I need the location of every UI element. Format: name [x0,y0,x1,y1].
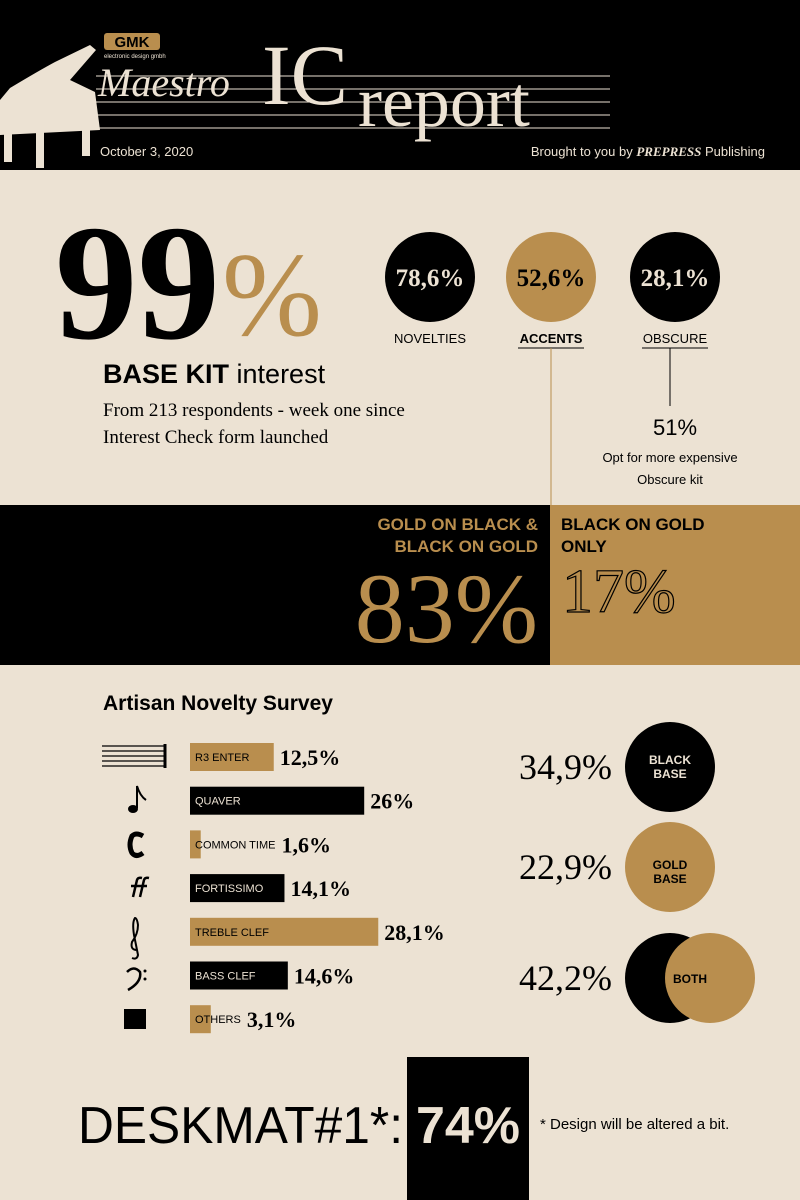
date: October 3, 2020 [100,144,193,159]
obscure-text: Opt for more expensive [602,450,737,465]
headline-unit: % [222,228,322,361]
headline-label-light: interest [237,359,326,389]
title-ic: IC [262,27,348,123]
survey-bar-label: QUAVER [195,796,241,808]
colorway-label: ONLY [561,537,607,556]
circle [385,232,475,322]
survey-bar [190,917,379,946]
circle [506,232,596,322]
survey-bar-label: BASS CLEF [195,971,256,983]
colorway-label: GOLD ON BLACK & [377,515,538,534]
survey-bar-label: R3 ENTER [195,752,249,764]
survey-bar [190,1005,211,1034]
base-circle [625,722,715,812]
base-circle [665,933,755,1023]
circle [630,232,720,322]
logo-box [104,33,160,50]
survey-bar-label: FORTISSIMO [195,883,264,895]
colorway-label: BLACK ON GOLD [394,537,538,556]
colorway-value: 17% [562,558,676,626]
survey-bar-label: TREBLE CLEF [195,927,269,939]
circle-label: NOVELTIES [394,331,466,346]
credit-suffix: Publishing [705,144,765,159]
deskmat-note: * Design will be altered a bit. [540,1116,729,1133]
credit-prefix: Brought to you by [531,144,633,159]
circle-label: OBSCURE [643,331,708,346]
colorway-value: 83% [355,553,538,664]
survey-value: 14,1% [290,876,351,901]
gold-panel [550,505,800,665]
black-panel [0,505,550,665]
survey-title: Artisan Novelty Survey [103,692,333,715]
base-value: 34,9% [519,747,612,787]
headline-number: 99 [55,191,220,374]
survey-bar-label: COMMON TIME [195,839,275,851]
headline-label: BASE KIT interest [103,359,326,389]
colorway-label: BLACK ON GOLD [561,515,705,534]
title-maestro: Maestro [97,60,230,105]
base-label: GOLD [653,858,688,872]
survey-value: 12,5% [280,745,341,770]
survey-bar [190,743,274,771]
survey-bar [190,830,201,859]
deskmat-label: DESKMAT#1*: [78,1097,403,1155]
survey-bar [190,961,288,990]
obscure-text: Obscure kit [637,472,703,487]
staff-lines [96,75,610,129]
base-label: BLACK [649,753,691,767]
base-circle [625,822,715,912]
deskmat-box [407,1057,529,1200]
title-report: report [358,62,530,142]
survey-value: 28,1% [384,920,445,945]
circle-value: 52,6% [517,265,586,292]
piano-silhouette [0,45,100,168]
circle-value: 78,6% [396,265,465,292]
description: Interest Check form launched [103,427,329,448]
circle-label: ACCENTS [520,331,583,346]
base-label: BOTH [673,972,707,986]
icons [102,744,167,1029]
description: From 213 respondents - week one since [103,400,405,421]
logo-subtitle: electronic design gmbh [104,54,166,60]
base-value: 42,2% [519,958,612,998]
survey-bar-label: OTHERS [195,1014,241,1026]
survey-bar [190,874,285,903]
obscure-value: 51% [653,415,697,440]
credit-brand: PREPRESS [636,144,701,159]
circle-value: 28,1% [641,265,710,292]
headline-label-bold: BASE KIT [103,359,230,389]
credit: Brought to you by PREPRESS Publishing [531,144,765,159]
base-label: BASE [653,872,686,886]
survey-value: 14,6% [294,964,355,989]
base-value: 22,9% [519,847,612,887]
base-label: BASE [653,767,686,781]
survey-bar [190,786,365,815]
header-band [0,0,800,170]
survey-value: 1,6% [281,832,331,857]
survey-value: 26% [370,789,414,814]
logo: GMK [115,34,150,51]
deskmat-value: 74% [416,1097,520,1155]
survey-value: 3,1% [247,1007,297,1032]
